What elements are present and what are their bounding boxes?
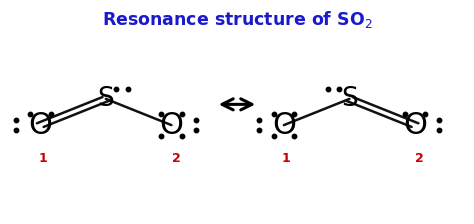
FancyArrowPatch shape — [222, 99, 252, 110]
Text: O: O — [28, 111, 52, 140]
Text: O: O — [272, 111, 296, 140]
Text: 1: 1 — [282, 153, 291, 166]
Text: 1: 1 — [38, 153, 47, 166]
Text: S: S — [98, 86, 114, 112]
Text: Resonance structure of SO$_2$: Resonance structure of SO$_2$ — [102, 9, 372, 30]
Text: 2: 2 — [415, 153, 424, 166]
Text: O: O — [403, 111, 427, 140]
Text: O: O — [159, 111, 183, 140]
Text: 2: 2 — [172, 153, 181, 166]
Text: S: S — [341, 86, 358, 112]
